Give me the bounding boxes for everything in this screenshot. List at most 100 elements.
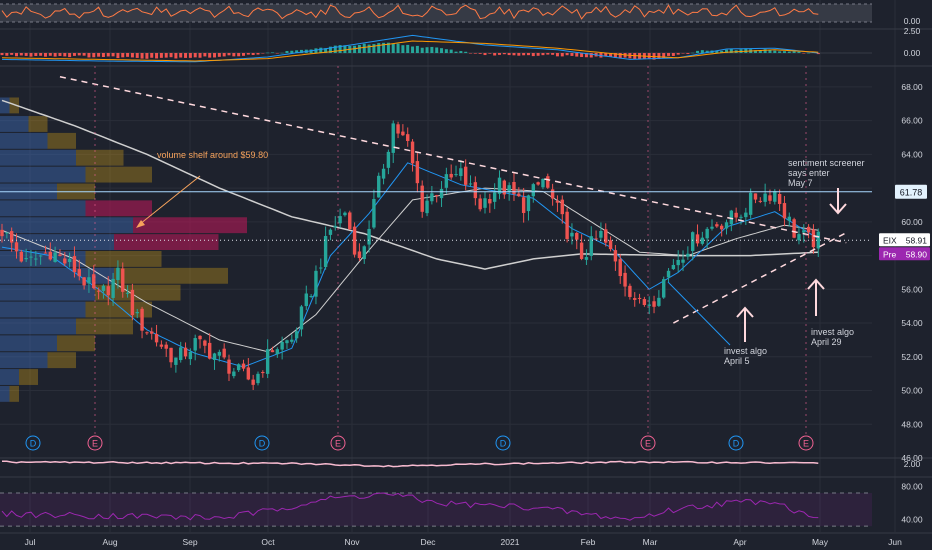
candle-body: [304, 293, 308, 307]
candle-body: [63, 258, 67, 264]
macd-hist-bar: [203, 53, 207, 57]
macd-hist-bar: [546, 53, 550, 55]
macd-hist-bar: [705, 50, 709, 53]
volume-profile-down-bar: [85, 251, 162, 267]
candle-body: [536, 182, 540, 185]
candle-body: [773, 191, 777, 202]
macd-hist-bar: [367, 44, 371, 53]
candle-body: [101, 285, 106, 291]
macd-hist-bar: [420, 47, 424, 53]
macd-hist-bar: [159, 53, 163, 58]
macd-hist-bar: [473, 53, 477, 54]
macd-hist-bar: [435, 47, 439, 53]
invest-april5-line1: invest algo: [724, 346, 767, 356]
macd-hist-bar: [155, 53, 159, 59]
earnings-marker-letter: E: [645, 439, 651, 449]
macd-hist-bar: [526, 53, 530, 56]
rsi-band: [0, 492, 872, 527]
candle-body: [734, 212, 738, 218]
macd-hist-bar: [121, 53, 125, 58]
volume-profile-down-bar: [19, 369, 38, 385]
volume-profile-down-bar: [114, 267, 228, 284]
macd-hist-bar: [536, 53, 540, 56]
last-price-value: 58.91: [906, 236, 928, 246]
volume-profile-up-bar: [0, 318, 76, 335]
dividends-marker-letter: D: [500, 439, 507, 449]
candle-body: [314, 270, 318, 297]
macd-hist-bar: [444, 49, 448, 53]
volume-shelf-arrowhead: [136, 220, 145, 228]
candle-body: [546, 176, 550, 188]
candle-body: [695, 234, 700, 244]
macd-hist-bar: [715, 50, 719, 53]
dividends-marker-letter: D: [259, 439, 266, 449]
earnings-marker: [798, 435, 814, 451]
price-tick-label: 46.00: [901, 453, 923, 463]
macd-hist-bar: [208, 53, 212, 58]
macd-hist-bar: [357, 44, 361, 53]
earnings-marker: [330, 435, 346, 451]
month-tick-label: Sep: [182, 537, 197, 547]
macd-hist-bar: [58, 53, 62, 56]
volume-profile-up-bar: [0, 200, 86, 217]
macd-hist-bar: [101, 53, 105, 57]
volume-profile-up-bar: [0, 217, 133, 234]
candle-body: [343, 212, 347, 216]
macd-hist-bar: [382, 42, 386, 53]
candle-body: [439, 188, 444, 199]
candle-body: [604, 229, 608, 243]
macd-hist-bar: [68, 53, 72, 58]
candle-body: [246, 367, 251, 380]
dividends-marker: [25, 435, 41, 451]
macd-hist-bar: [338, 45, 342, 53]
price-tick-label: 60.00: [901, 217, 923, 227]
candle-body: [526, 195, 531, 212]
macd-hist-bar: [295, 50, 299, 53]
volume-profile-up-bar: [0, 166, 86, 183]
candle-body: [92, 274, 96, 289]
candle-body: [420, 185, 424, 212]
price-tick-label: 68.00: [901, 82, 923, 92]
volume-profile-down-bar: [9, 97, 19, 114]
macd-hist-bar: [633, 53, 637, 60]
macd-tick-0: 2.50: [904, 26, 921, 36]
macd-hist-bar: [440, 48, 444, 53]
macd-hist-bar: [299, 49, 303, 53]
macd-pane: [0, 34, 932, 67]
macd-hist-bar: [575, 53, 579, 57]
macd-hist-bar: [401, 45, 405, 53]
macd-hist-bar: [744, 48, 748, 53]
candle-body: [377, 175, 381, 198]
macd-hist-bar: [246, 53, 250, 55]
candle-body: [14, 242, 19, 252]
macd-hist-bar: [415, 45, 419, 53]
candle-body: [232, 371, 236, 377]
candle-body: [802, 230, 806, 233]
macd-hist-bar: [106, 53, 110, 57]
candle-body: [38, 255, 43, 257]
macd-hist-bar: [696, 50, 700, 53]
candle-body: [290, 339, 294, 342]
macd-hist-bar: [169, 53, 173, 58]
arrow-sentiment-head: [829, 203, 847, 215]
candle-body: [87, 277, 91, 284]
candle-body: [710, 226, 714, 229]
macd-hist-bar: [406, 44, 410, 53]
dividends-marker-letter: D: [733, 439, 740, 449]
macd-hist-bar: [430, 46, 434, 53]
month-tick-label: Jul: [25, 537, 36, 547]
macd-hist-bar: [753, 50, 757, 53]
macd-hist-bar: [53, 53, 57, 57]
candle-body: [188, 351, 193, 360]
volume-profile: [0, 97, 247, 402]
arrow-april5-head: [736, 306, 754, 318]
candle-body: [686, 253, 690, 257]
candle-body: [386, 151, 391, 168]
candle-body: [700, 237, 705, 244]
volume-profile-up-bar: [0, 352, 48, 369]
candle-body: [512, 182, 516, 195]
lower-oscillator-pane: [0, 460, 932, 478]
volume-shelf-arrow: [139, 175, 201, 225]
